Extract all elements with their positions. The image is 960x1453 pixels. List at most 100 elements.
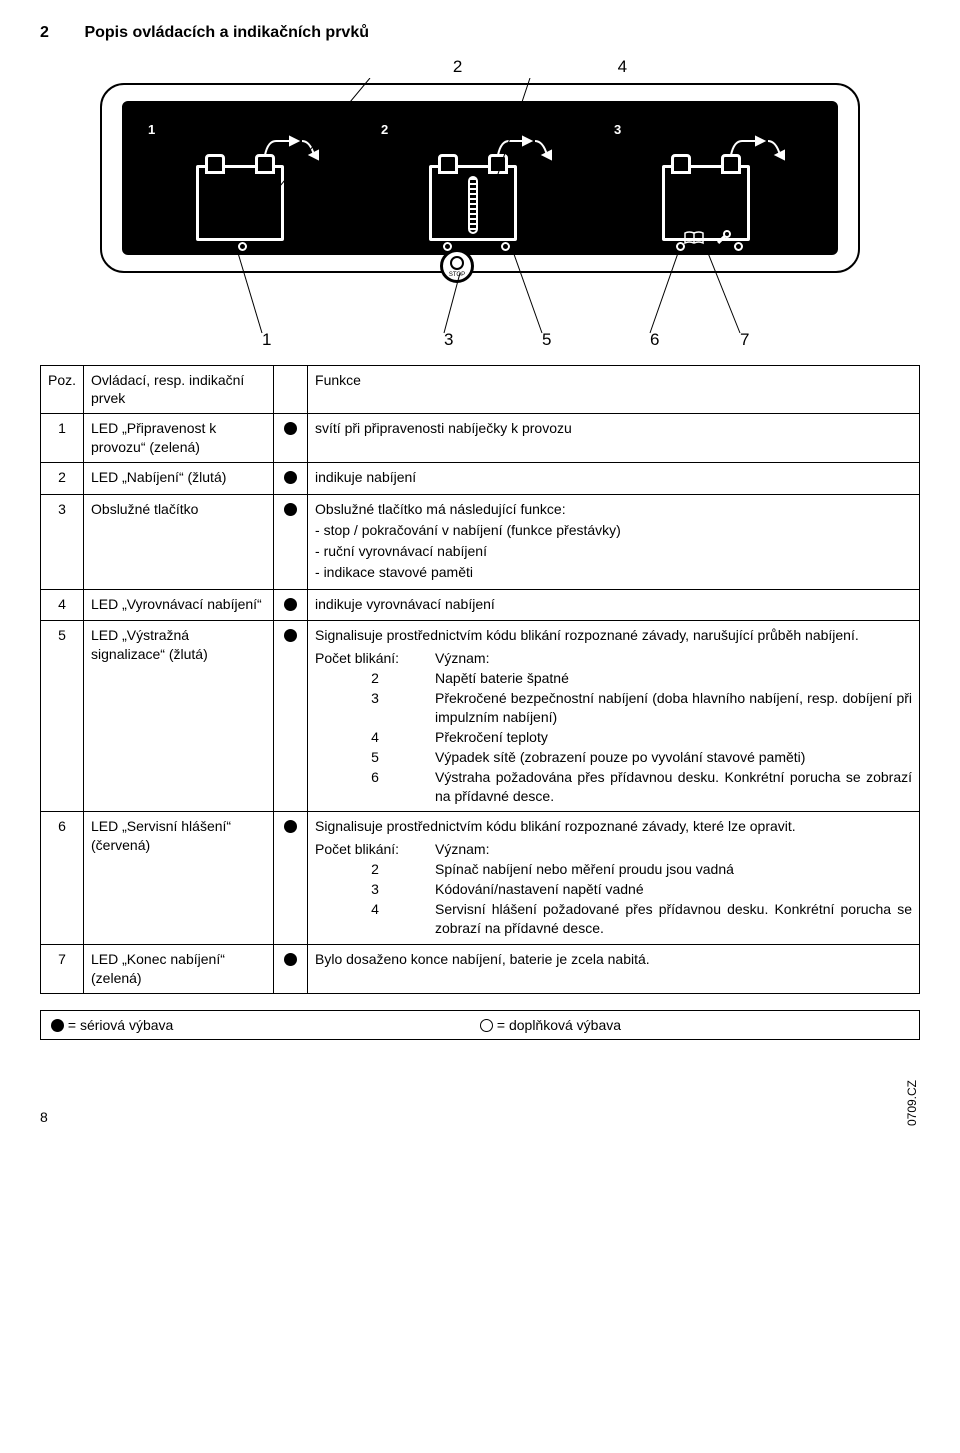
arrows-icon-1 [262, 135, 328, 161]
code-row: 2Napětí baterie špatné [315, 669, 912, 688]
bullet-solid-icon [51, 1019, 64, 1032]
func-text: svítí při připravenosti nabíječky k prov… [315, 419, 912, 438]
table-header-row: Poz. Ovládací, resp. indikační prvek Fun… [41, 365, 920, 414]
legend-solid: = sériová výbava [51, 1016, 480, 1035]
code-list-header: Počet blikání:Význam: [315, 840, 912, 859]
func-text: Bylo dosaženo konce nabíjení, baterie je… [315, 950, 912, 969]
legend-hollow-text: = doplňková výbava [497, 1017, 621, 1033]
bullet-solid-icon [284, 953, 297, 966]
code-meaning: Překročení teploty [435, 728, 912, 747]
cell-func: indikuje vyrovnávací nabíjení [308, 589, 920, 621]
code-list: Počet blikání:Význam:2Spínač nabíjení ne… [315, 840, 912, 937]
code-number: 3 [315, 689, 435, 727]
code-meaning: Kódování/nastavení napětí vadné [435, 880, 912, 899]
footer: 8 0709.CZ [40, 1080, 920, 1126]
code-row: 4Překročení teploty [315, 728, 912, 747]
code-number: 4 [315, 900, 435, 938]
bullet-solid-icon [284, 422, 297, 435]
code-number: 5 [315, 748, 435, 767]
cell-name: LED „Servisní hlášení“ (červená) [84, 812, 274, 944]
arrows-icon-2 [495, 135, 561, 161]
bay-2: 2 [371, 117, 581, 249]
code-meaning: Spínač nabíjení nebo měření proudu jsou … [435, 860, 912, 879]
callout-bottom-3: 3 [444, 329, 453, 352]
cell-func: Obslužné tlačítko má následující funkce:… [308, 494, 920, 589]
arrows-icon-3 [728, 135, 794, 161]
cell-name: LED „Vyrovnávací nabíjení“ [84, 589, 274, 621]
table-row: 1LED „Připravenost k provozu“ (zelená)sv… [41, 414, 920, 463]
callout-top-2: 2 [378, 56, 538, 79]
device-inner: 1 2 3 [122, 101, 838, 255]
table-row: 2LED „Nabíjení“ (žlutá) indikuje nabíjení [41, 463, 920, 495]
bay-3: 3 [604, 117, 814, 249]
func-line: - ruční vyrovnávací nabíjení [315, 542, 912, 561]
bay-number-1: 1 [148, 121, 155, 139]
led-dot-3b [734, 242, 743, 251]
bullet-hollow-icon [480, 1019, 493, 1032]
cell-dot [274, 944, 308, 993]
section-heading: 2 Popis ovládacích a indikačních prvků [40, 22, 920, 44]
code-number: 6 [315, 768, 435, 806]
battery-icon-2 [429, 165, 517, 241]
table-row: 5LED „Výstražná signalizace“ (žlutá)Sign… [41, 621, 920, 812]
code-meaning: Výstraha požadována přes přídavnou desku… [435, 768, 912, 806]
battery-icon-1 [196, 165, 284, 241]
cell-name: LED „Výstražná signalizace“ (žlutá) [84, 621, 274, 812]
header-name: Ovládací, resp. indikační prvek [84, 365, 274, 414]
bay-1: 1 [138, 117, 348, 249]
cell-poz: 3 [41, 494, 84, 589]
cell-dot [274, 494, 308, 589]
func-line: - indikace stavové paměti [315, 563, 912, 582]
bullet-solid-icon [284, 820, 297, 833]
code-number: 3 [315, 880, 435, 899]
code-row: 3Překročené bezpečnostní nabíjení (doba … [315, 689, 912, 727]
legend: = sériová výbava = doplňková výbava [40, 1010, 920, 1041]
bullet-solid-icon [284, 598, 297, 611]
code-row: 6Výstraha požadována přes přídavnou desk… [315, 768, 912, 806]
bullet-solid-icon [284, 629, 297, 642]
section-title: Popis ovládacích a indikačních prvků [84, 24, 369, 41]
cell-dot [274, 589, 308, 621]
code-meaning: Napětí baterie špatné [435, 669, 912, 688]
header-dot [274, 365, 308, 414]
cell-poz: 6 [41, 812, 84, 944]
cell-dot [274, 463, 308, 495]
cell-func: svítí při připravenosti nabíječky k prov… [308, 414, 920, 463]
cell-func: indikuje nabíjení [308, 463, 920, 495]
code-row: 5Výpadek sítě (zobrazení pouze po vyvolá… [315, 748, 912, 767]
cell-poz: 5 [41, 621, 84, 812]
wrench-icon [716, 229, 732, 245]
cell-poz: 1 [41, 414, 84, 463]
func-text: indikuje nabíjení [315, 468, 912, 487]
code-list-header: Počet blikání:Význam: [315, 649, 912, 668]
func-line: - stop / pokračování v nabíjení (funkce … [315, 521, 912, 540]
code-meaning: Výpadek sítě (zobrazení pouze po vyvolán… [435, 748, 912, 767]
bay-number-3: 3 [614, 121, 621, 139]
cell-name: LED „Nabíjení“ (žlutá) [84, 463, 274, 495]
cell-poz: 7 [41, 944, 84, 993]
cell-func: Signalisuje prostřednictvím kódu blikání… [308, 621, 920, 812]
code-meaning: Překročené bezpečnostní nabíjení (doba h… [435, 689, 912, 727]
code-number: 2 [315, 669, 435, 688]
table-row: 3Obslužné tlačítko Obslužné tlačítko má n… [41, 494, 920, 589]
cell-name: Obslužné tlačítko [84, 494, 274, 589]
code-list: Počet blikání:Význam:2Napětí baterie špa… [315, 649, 912, 805]
controls-table: Poz. Ovládací, resp. indikační prvek Fun… [40, 365, 920, 994]
cell-dot [274, 621, 308, 812]
led-dot-1 [238, 242, 247, 251]
callout-bottom-6: 6 [650, 329, 659, 352]
bullet-solid-icon [284, 503, 297, 516]
func-intro: Signalisuje prostřednictvím kódu blikání… [315, 626, 912, 645]
cell-name: LED „Konec nabíjení“ (zelená) [84, 944, 274, 993]
code-number: 4 [315, 728, 435, 747]
section-number: 2 [40, 22, 80, 44]
book-icon [684, 231, 704, 245]
code-header-v: Význam: [435, 840, 912, 859]
table-row: 4LED „Vyrovnávací nabíjení“indikuje vyro… [41, 589, 920, 621]
code-row: 3Kódování/nastavení napětí vadné [315, 880, 912, 899]
device-frame: 1 2 3 [100, 83, 860, 273]
code-row: 2Spínač nabíjení nebo měření proudu jsou… [315, 860, 912, 879]
doc-code: 0709.CZ [904, 1080, 920, 1126]
table-row: 6LED „Servisní hlášení“ (červená)Signali… [41, 812, 920, 944]
cell-poz: 2 [41, 463, 84, 495]
